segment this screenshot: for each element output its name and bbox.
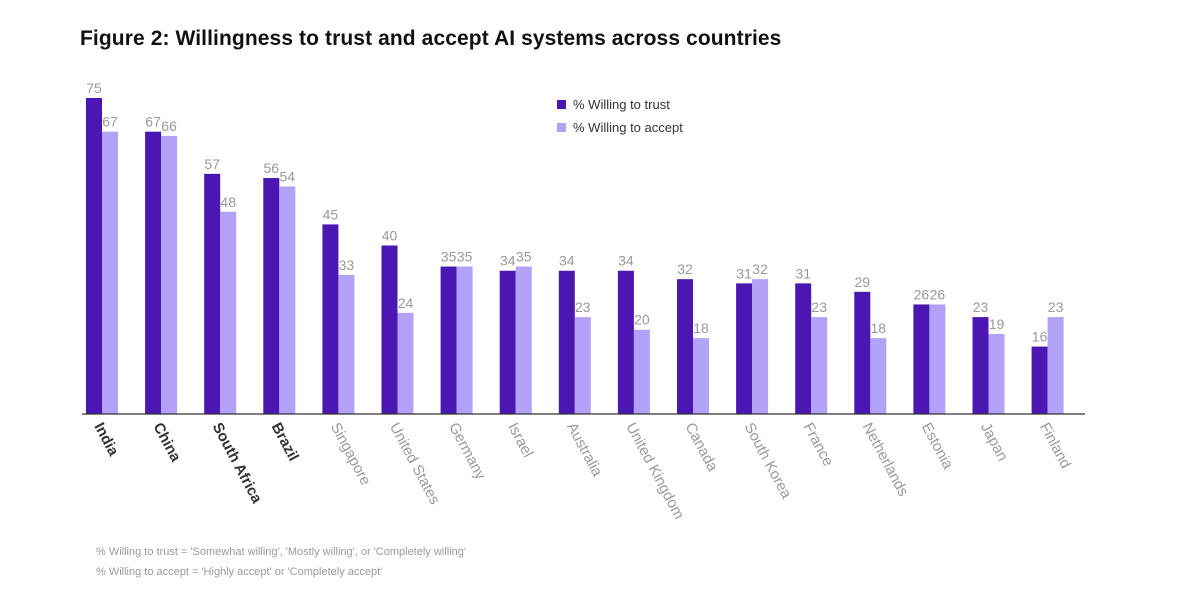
value-label-accept-india: 67 (102, 114, 118, 130)
bar-trust-japan (972, 317, 989, 414)
category-label-germany: Germany (445, 420, 489, 483)
value-label-trust-united-states: 40 (382, 227, 398, 243)
bar-accept-germany (456, 266, 473, 414)
bar-accept-united-states (397, 312, 414, 414)
value-label-accept-netherlands: 18 (871, 320, 887, 336)
value-label-trust-china: 67 (145, 114, 161, 130)
value-label-accept-estonia: 26 (930, 286, 946, 302)
value-label-accept-united-kingdom: 20 (634, 312, 650, 328)
legend-swatch-trust (557, 100, 566, 109)
bar-accept-netherlands (870, 338, 887, 414)
category-label-australia: Australia (563, 420, 606, 480)
value-label-trust-netherlands: 29 (855, 274, 871, 290)
bar-accept-estonia (929, 304, 946, 414)
bar-trust-singapore (322, 224, 339, 414)
value-label-trust-germany: 35 (441, 249, 457, 265)
value-label-accept-australia: 23 (575, 299, 591, 315)
value-label-trust-south-korea: 31 (736, 265, 752, 281)
category-label-israel: Israel (504, 420, 536, 460)
bar-trust-australia (558, 270, 575, 414)
value-label-accept-china: 66 (161, 118, 177, 134)
value-label-accept-canada: 18 (693, 320, 709, 336)
bar-trust-united-states (381, 245, 398, 414)
value-label-trust-japan: 23 (973, 299, 989, 315)
bar-trust-south-korea (736, 283, 753, 414)
value-label-trust-south-africa: 57 (204, 156, 220, 172)
value-label-accept-germany: 35 (457, 249, 473, 265)
bar-trust-united-kingdom (617, 270, 634, 414)
bar-accept-south-africa (220, 211, 237, 414)
chart-title: Figure 2: Willingness to trust and accep… (80, 27, 782, 50)
bar-trust-germany (440, 266, 457, 414)
value-label-trust-estonia: 26 (914, 286, 930, 302)
value-label-trust-india: 75 (86, 80, 102, 96)
value-label-trust-finland: 16 (1032, 329, 1048, 345)
bar-accept-india (102, 131, 118, 414)
bar-trust-china (145, 131, 162, 414)
value-label-accept-france: 23 (811, 299, 827, 315)
category-label-netherlands: Netherlands (859, 420, 912, 499)
category-label-estonia: Estonia (918, 420, 957, 473)
value-label-accept-united-states: 24 (398, 295, 414, 311)
category-label-france: France (800, 420, 837, 469)
value-label-accept-japan: 19 (989, 316, 1005, 332)
bar-accept-singapore (338, 274, 355, 414)
value-label-accept-singapore: 33 (339, 257, 355, 273)
category-label-south-korea: South Korea (741, 420, 795, 502)
value-label-accept-south-korea: 32 (752, 261, 768, 277)
bar-trust-estonia (913, 304, 930, 414)
bar-accept-australia (574, 317, 591, 414)
value-label-trust-france: 31 (795, 265, 811, 281)
bar-trust-france (795, 283, 812, 414)
bar-trust-canada (677, 279, 693, 414)
value-label-trust-brazil: 56 (264, 160, 280, 176)
value-label-trust-singapore: 45 (323, 206, 339, 222)
category-label-united-kingdom: United Kingdom (622, 420, 687, 522)
footnote-trust-definition: % Willing to trust = 'Somewhat willing',… (96, 546, 466, 558)
bar-trust-israel (499, 270, 516, 414)
value-label-accept-south-africa: 48 (220, 194, 236, 210)
legend-swatch-accept (557, 123, 566, 132)
value-label-accept-brazil: 54 (280, 168, 296, 184)
value-label-trust-canada: 32 (677, 261, 693, 277)
bar-accept-united-kingdom (633, 329, 650, 414)
category-label-brazil: Brazil (268, 420, 302, 464)
bar-trust-netherlands (854, 291, 871, 414)
legend-label-trust: % Willing to trust (573, 97, 670, 112)
legend: % Willing to trust % Willing to accept (557, 97, 683, 135)
category-label-finland: Finland (1036, 420, 1074, 471)
bar-trust-india (86, 98, 102, 414)
legend-label-accept: % Willing to accept (573, 120, 683, 135)
bar-accept-south-korea (752, 279, 769, 414)
bar-trust-finland (1031, 346, 1048, 414)
bar-accept-israel (515, 266, 532, 414)
category-label-japan: Japan (977, 420, 1011, 464)
category-label-singapore: Singapore (327, 420, 374, 488)
bar-accept-japan (988, 333, 1005, 414)
bars-layer (86, 98, 1064, 415)
category-label-china: China (150, 420, 185, 465)
category-labels-layer: India China South Africa Brazil Singapore Uni… (90, 420, 1074, 522)
value-label-trust-israel: 34 (500, 253, 516, 269)
bar-accept-china (161, 135, 178, 415)
value-label-accept-finland: 23 (1048, 299, 1064, 315)
category-label-canada: Canada (681, 420, 721, 475)
category-label-india: India (90, 420, 122, 459)
bar-accept-brazil (279, 186, 296, 414)
value-label-trust-united-kingdom: 34 (618, 253, 634, 269)
value-label-trust-australia: 34 (559, 253, 575, 269)
bar-trust-south-africa (204, 173, 221, 414)
value-label-accept-israel: 35 (516, 249, 532, 265)
bar-accept-france (811, 317, 828, 414)
footnote-accept-definition: % Willing to accept = 'Highly accept' or… (96, 566, 383, 578)
bar-accept-finland (1047, 317, 1064, 414)
bar-accept-canada (693, 338, 709, 414)
bar-trust-brazil (263, 178, 280, 414)
category-label-united-states: United States (386, 420, 443, 508)
category-label-south-africa: South Africa (209, 420, 266, 507)
